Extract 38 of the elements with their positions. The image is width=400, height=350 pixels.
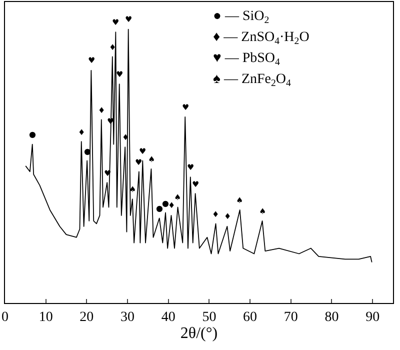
annotation: ♠ (259, 207, 266, 216)
x-tick-label: 80 (324, 310, 339, 325)
annotation: ♠ (236, 196, 244, 205)
x-tick-label: 40 (161, 310, 176, 325)
annotation: ♦ (224, 212, 232, 221)
x-tick-label: 0 (2, 310, 8, 325)
x-tick-label: 60 (243, 310, 258, 325)
x-tick-label: 30 (120, 310, 135, 325)
annotation: ♥ (125, 15, 132, 24)
annotation: ♦ (212, 210, 220, 219)
x-tick-label: 20 (80, 310, 94, 325)
annotation: ♥ (192, 180, 200, 189)
x-tick-label: 50 (202, 310, 216, 325)
annotation: ♠ — ZnFe$_{2}$O$_{4}$ (213, 72, 292, 89)
annotation: ● (162, 199, 169, 208)
annotation: ♠ (174, 193, 182, 202)
annotation: ♦ — ZnSO$_{4}$·H$_{2}$O (213, 30, 310, 47)
annotation: ♥ (182, 103, 190, 112)
x-axis-title: 2θ/(°) (180, 324, 218, 342)
annotation: ♥ (135, 158, 142, 167)
annotation: ♥ (88, 56, 96, 65)
text: ● — SiO$_{2}$ (213, 9, 270, 26)
annotation: ♦ (168, 201, 176, 210)
x-tick-label: 10 (38, 310, 53, 325)
annotation: ♠ (148, 155, 156, 164)
annotation: ♥ (116, 70, 124, 79)
annotation: ♥ — PbSO$_{4}$ (213, 51, 280, 68)
annotation: ♠ (129, 185, 136, 194)
annotation: ♦ (78, 128, 86, 137)
x-tick-label: 90 (366, 310, 380, 325)
annotation: ● (156, 204, 163, 213)
annotation: ♦ (98, 106, 106, 115)
annotation: ♥ (112, 18, 120, 27)
annotation: ♥ (187, 163, 194, 172)
annotation: ♥ (139, 147, 146, 156)
annotation: ● (29, 130, 36, 139)
x-tick-label: 70 (284, 310, 298, 325)
annotation: ♦ (109, 43, 116, 52)
